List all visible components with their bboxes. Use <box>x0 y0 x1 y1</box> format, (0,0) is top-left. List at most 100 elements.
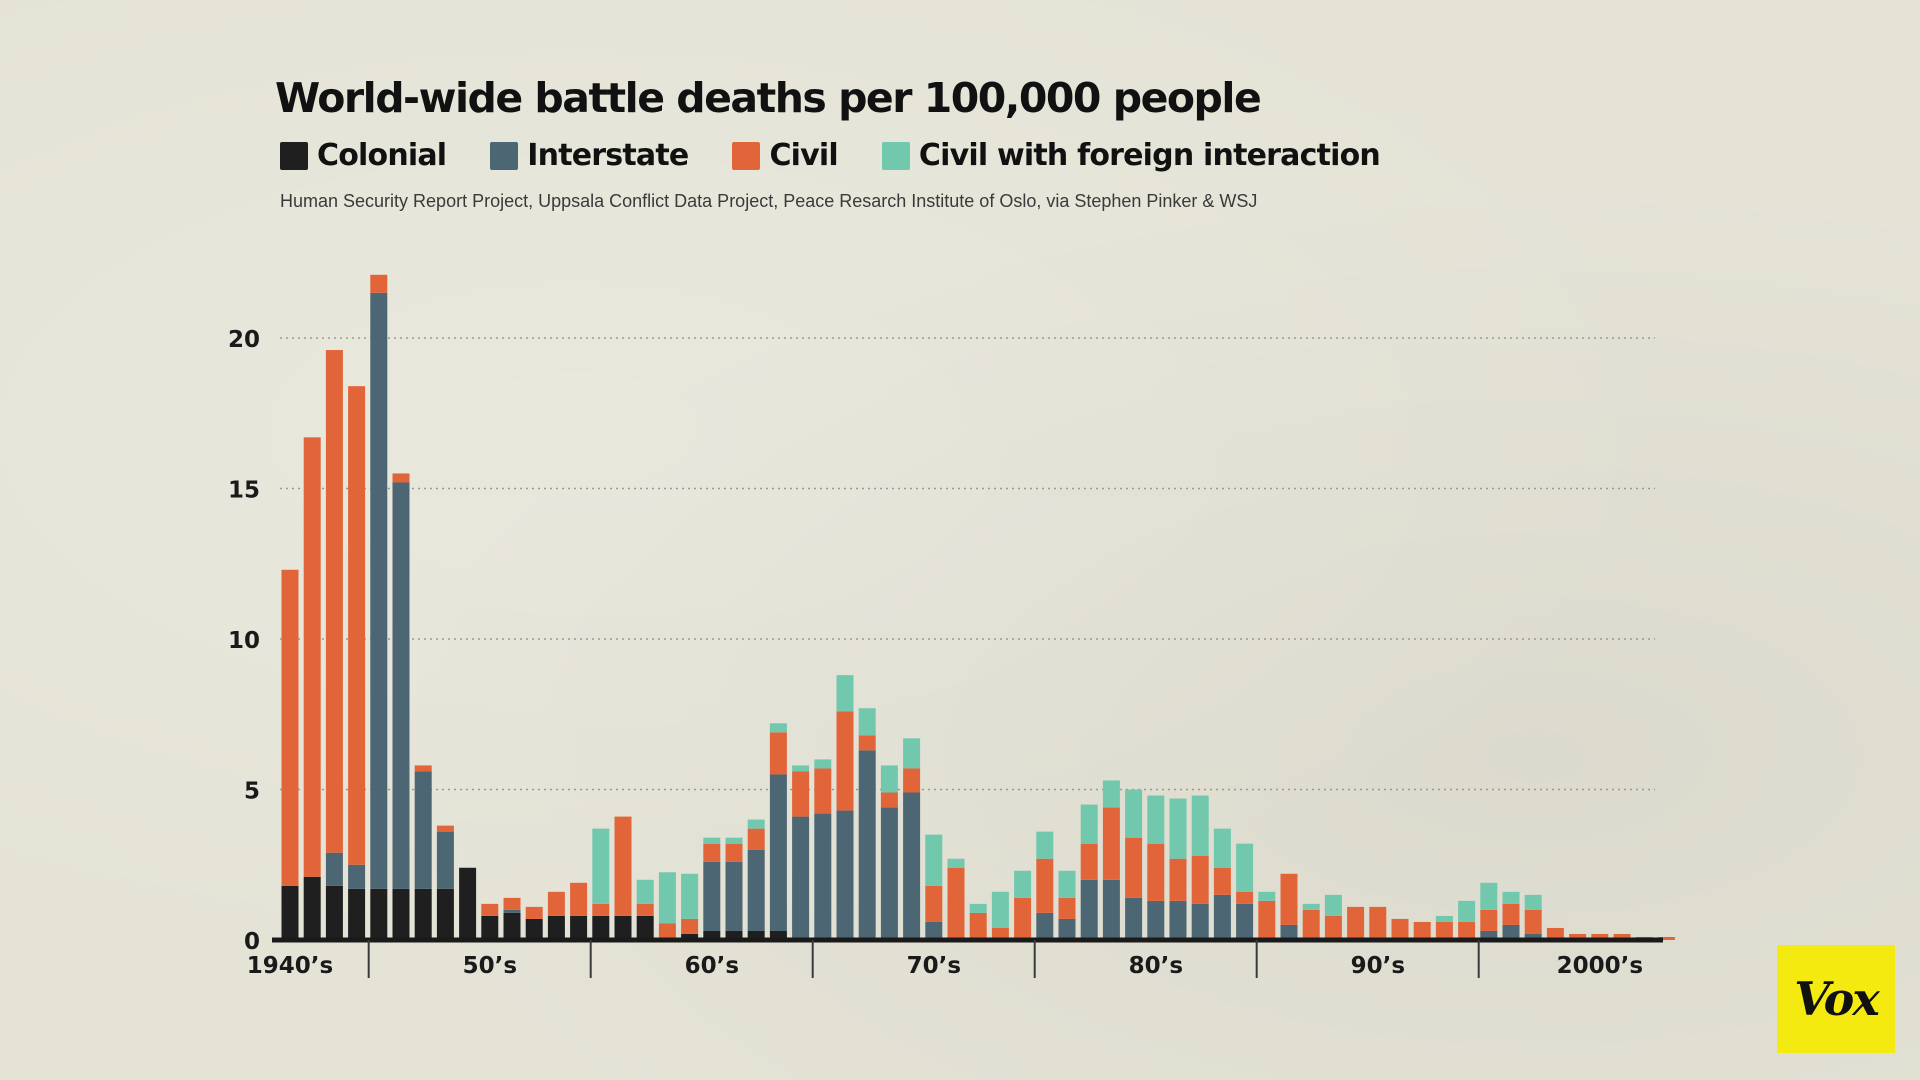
bar-segment <box>681 933 699 940</box>
bar-segment <box>658 923 676 939</box>
bar-segment <box>814 813 832 940</box>
bar-segment <box>1391 918 1409 940</box>
bar-segment <box>747 819 765 829</box>
legend-item-interstate: Interstate <box>490 138 689 173</box>
bar-segment <box>392 888 410 940</box>
bar-segment <box>681 918 699 934</box>
vox-logo-text: Vox <box>1794 972 1880 1026</box>
bar-segment <box>1657 936 1675 940</box>
bar-segment <box>614 816 632 916</box>
bar-segment <box>1369 906 1387 940</box>
bar-segment <box>1413 921 1431 940</box>
y-tick-label: 15 <box>228 478 260 504</box>
bar-segment <box>636 903 654 916</box>
bar-segment <box>792 816 810 940</box>
bar-segment <box>1502 924 1520 940</box>
legend-label-interstate: Interstate <box>527 138 689 173</box>
bar-segment <box>325 852 343 886</box>
bar-segment <box>636 915 654 940</box>
bar-segment <box>1347 906 1365 940</box>
y-tick-label: 10 <box>228 628 260 654</box>
bar-segment <box>614 915 632 940</box>
bar-segment <box>747 828 765 850</box>
bar-segment <box>592 915 610 940</box>
bar-segment <box>1458 921 1476 940</box>
bar-segment <box>769 930 787 940</box>
bar-segment <box>1324 915 1342 940</box>
vox-logo: Vox <box>1777 945 1895 1053</box>
bar-segment <box>1058 897 1076 919</box>
legend-item-civil-foreign: Civil with foreign interaction <box>881 138 1381 173</box>
bar-segment <box>348 864 366 889</box>
bar-segment <box>1036 858 1054 913</box>
bar-segment <box>947 858 965 868</box>
bar-segment <box>1125 897 1143 940</box>
bar-segment <box>481 903 499 916</box>
bar-segment <box>725 843 743 862</box>
x-tick-label: 80’s <box>1129 953 1183 979</box>
y-tick-label: 20 <box>228 327 260 353</box>
bar-segment <box>1258 900 1276 940</box>
bar-segment <box>725 861 743 931</box>
bar-segment <box>681 873 699 919</box>
bar-segment <box>370 888 388 940</box>
bar-segment <box>1014 870 1032 898</box>
x-tick-label: 90’s <box>1351 953 1405 979</box>
bar-segment <box>836 810 854 940</box>
x-tick-label: 70’s <box>907 953 961 979</box>
bar-segment <box>880 765 898 793</box>
bar-segment <box>1191 795 1209 856</box>
bar-segment <box>281 885 299 940</box>
bar-segment <box>1258 891 1276 901</box>
bar-segment <box>1169 900 1187 940</box>
bar-segment <box>925 834 943 886</box>
bar-segment <box>1191 855 1209 904</box>
bar-segment <box>636 879 654 904</box>
legend-label-colonial: Colonial <box>317 138 447 173</box>
bar-segment <box>1480 909 1498 931</box>
bar-segment <box>547 891 565 916</box>
bar-segment <box>703 861 721 931</box>
bar-segment <box>1435 921 1453 940</box>
bar-segment <box>1058 918 1076 940</box>
bar-segment <box>1502 891 1520 904</box>
bar-segment <box>525 906 543 919</box>
bar-segment <box>1546 927 1564 940</box>
bar-segment <box>969 903 987 913</box>
bar-segment <box>303 876 321 940</box>
bar-segment <box>725 930 743 940</box>
bar-segment <box>1435 915 1453 922</box>
bar-segment <box>991 927 1009 940</box>
legend-item-civil: Civil <box>732 138 839 173</box>
bar-segment <box>325 885 343 940</box>
bar-segment <box>880 807 898 940</box>
bar-segment <box>1036 912 1054 940</box>
source-note: Human Security Report Project, Uppsala C… <box>280 191 1258 211</box>
bar-segment <box>703 843 721 862</box>
bar-segment <box>903 768 921 793</box>
bar-segment <box>903 738 921 769</box>
bar-segment <box>1458 900 1476 922</box>
bar-segment <box>370 274 388 293</box>
bar-segment <box>1125 837 1143 898</box>
x-tick-label: 60’s <box>685 953 739 979</box>
bar-segment <box>1236 843 1254 892</box>
bar-segment <box>1480 882 1498 910</box>
bar-segment <box>547 915 565 940</box>
x-tick-label: 50’s <box>463 953 517 979</box>
bar-segment <box>725 837 743 844</box>
bar-segment <box>414 771 432 889</box>
bar-segment <box>459 867 477 940</box>
bar-segment <box>858 750 876 940</box>
bar-segment <box>414 888 432 940</box>
x-tick-label: 1940’s <box>247 953 333 979</box>
legend-swatch-civil-foreign <box>881 141 910 170</box>
chart-legend: Colonial Interstate Civil Civil with for… <box>280 138 1424 173</box>
bar-segment <box>1169 798 1187 859</box>
bar-segment <box>880 792 898 808</box>
bar-segment <box>769 774 787 931</box>
bar-segment <box>658 872 676 924</box>
bar-segment <box>703 837 721 844</box>
bar-segment <box>1102 780 1120 808</box>
bar-segment <box>1280 873 1298 925</box>
